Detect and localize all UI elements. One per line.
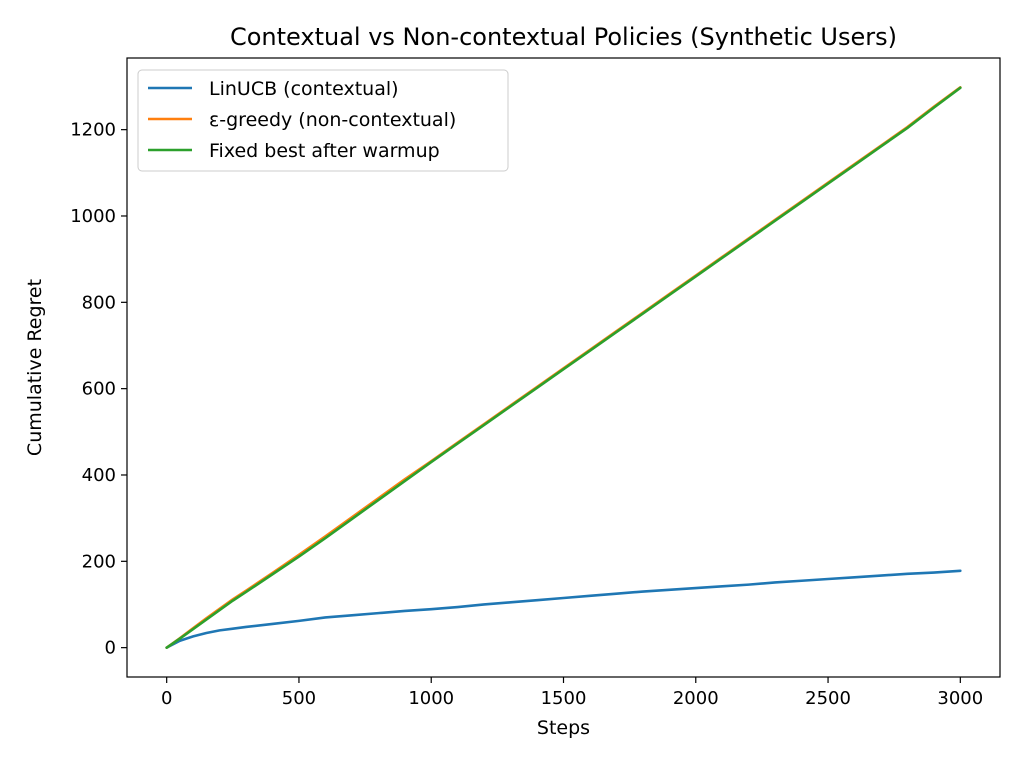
y-tick-label: 200 [82,551,116,572]
series-line-3 [165,86,962,649]
y-tick-label: 0 [105,638,116,659]
legend-box [137,69,509,172]
y-tick-label: 1200 [70,120,116,141]
x-tick-label: 2000 [673,688,719,709]
x-tick-label: 3000 [937,688,983,709]
x-tick-label: 0 [161,688,172,709]
y-tick-label: 800 [82,292,116,313]
x-axis-ticks: 0 500 1000 1500 2000 2500 3000 [161,677,983,709]
plot-area [165,86,962,649]
legend: LinUCB (contextual) ε-greedy (non-context… [137,69,509,172]
legend-label-2: ε-greedy (non-contextual) [209,109,456,131]
x-tick-label: 1500 [541,688,587,709]
x-tick-label: 500 [282,688,316,709]
legend-label-1: LinUCB (contextual) [209,78,399,100]
legend-label-3: Fixed best after warmup [209,140,440,162]
y-tick-label: 1000 [70,206,116,227]
chart-title: Contextual vs Non-contextual Policies (S… [230,23,897,51]
y-tick-label: 400 [82,465,116,486]
x-tick-label: 2500 [805,688,851,709]
y-axis-label: Cumulative Regret [24,279,46,456]
x-axis-label: Steps [537,717,590,739]
y-tick-label: 600 [82,379,116,400]
series-line-1 [165,569,962,649]
y-axis-ticks: 0 200 400 600 800 1000 1200 [70,120,127,659]
x-tick-label: 1000 [408,688,454,709]
